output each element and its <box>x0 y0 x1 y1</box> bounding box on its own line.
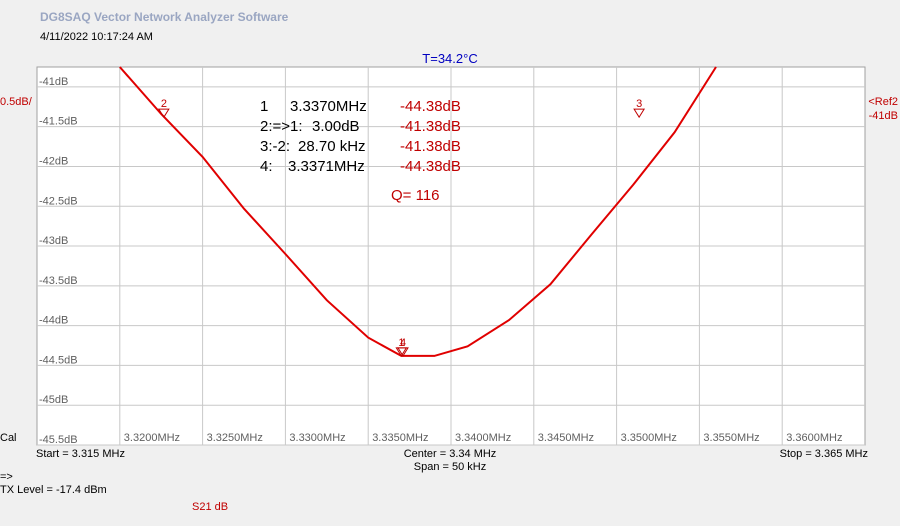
marker-2-freq: 3.00dB <box>312 118 360 135</box>
marker-4-triangle <box>397 347 409 357</box>
app-title: DG8SAQ Vector Network Analyzer Software <box>40 10 289 24</box>
datetime-label: 4/11/2022 10:17:24 AM <box>40 31 153 43</box>
y-tick-label: -41dB <box>39 76 68 88</box>
ref-name-label: <Ref2 <box>868 96 898 108</box>
marker-readout: 1 3.3370MHz -44.38dB 2:=>1: 3.00dB -41.3… <box>260 98 461 204</box>
marker-3-triangle <box>633 108 646 119</box>
y-tick-label: -42.5dB <box>39 195 78 207</box>
tx-level[interactable]: TX Level = -17.4 dBm <box>0 484 107 496</box>
marker-row-1: 1 3.3370MHz -44.38dB <box>260 98 461 115</box>
marker-1-freq: 3.3370MHz <box>290 98 367 115</box>
markers: 1 2 3 4 <box>157 98 646 357</box>
y-tick-label: -45dB <box>39 394 68 406</box>
cal-label[interactable]: Cal <box>0 432 17 444</box>
x-tick-label: 3.3450MHz <box>538 432 594 444</box>
marker-2-id: 2:=>1: <box>260 118 303 135</box>
stop-frequency[interactable]: Stop = 3.365 MHz <box>779 448 868 460</box>
x-axis-ticks: 3.3200MHz 3.3250MHz 3.3300MHz 3.3350MHz 3.34… <box>124 432 843 444</box>
marker-3-freq: 28.70 kHz <box>298 138 366 155</box>
scale-label: 0.5dB/ <box>0 96 32 108</box>
marker-2-label: 2 <box>161 98 167 110</box>
span-frequency[interactable]: Span = 50 kHz <box>413 461 487 473</box>
marker-row-3: 3:-2: 28.70 kHz -41.38dB <box>260 138 461 155</box>
marker-4-label: 4 <box>400 337 406 349</box>
start-frequency[interactable]: Start = 3.315 MHz <box>36 448 125 460</box>
center-frequency[interactable]: Center = 3.34 MHz <box>403 448 497 460</box>
marker-row-2: 2:=>1: 3.00dB -41.38dB <box>260 118 461 135</box>
marker-3-label: 3 <box>636 98 642 110</box>
x-tick-label: 3.3500MHz <box>621 432 677 444</box>
marker-4-freq: 3.3371MHz <box>288 158 365 175</box>
arrow-indicator: => <box>0 471 13 483</box>
y-tick-label: -43dB <box>39 235 68 247</box>
y-tick-label: -43.5dB <box>39 275 78 287</box>
y-tick-label: -44dB <box>39 315 68 327</box>
y-tick-label: -44.5dB <box>39 354 78 366</box>
marker-row-4: 4: 3.3371MHz -44.38dB <box>260 158 461 175</box>
y-tick-label: -42dB <box>39 155 68 167</box>
y-tick-label: -41.5dB <box>39 116 78 128</box>
marker-4-value: -44.38dB <box>400 158 461 175</box>
marker-3-value: -41.38dB <box>400 138 461 155</box>
marker-1-id: 1 <box>260 98 268 115</box>
marker-3-id: 3:-2: <box>260 138 290 155</box>
q-factor: Q= 116 <box>391 187 440 204</box>
marker-2-triangle <box>157 108 170 119</box>
x-tick-label: 3.3250MHz <box>207 432 263 444</box>
marker-4-id: 4: <box>260 158 273 175</box>
x-tick-label: 3.3600MHz <box>786 432 842 444</box>
temperature-label: T=34.2°C <box>422 51 478 66</box>
x-tick-label: 3.3550MHz <box>703 432 759 444</box>
x-tick-label: 3.3200MHz <box>124 432 180 444</box>
marker-1-value: -44.38dB <box>400 98 461 115</box>
y-tick-label: -45.5dB <box>39 434 78 446</box>
x-tick-label: 3.3400MHz <box>455 432 511 444</box>
y-axis-ticks: -41dB -41.5dB -42dB -42.5dB -43dB -43.5dB -44d… <box>39 76 78 446</box>
marker-2-value: -41.38dB <box>400 118 461 135</box>
grid <box>37 67 865 446</box>
x-tick-label: 3.3300MHz <box>289 432 345 444</box>
marker-1-label: 1 <box>398 337 404 349</box>
trace-label[interactable]: S21 dB <box>192 501 229 513</box>
x-tick-label: 3.3350MHz <box>372 432 428 444</box>
s21-trace-line <box>119 66 717 357</box>
ref-value-label: -41dB <box>868 110 898 122</box>
